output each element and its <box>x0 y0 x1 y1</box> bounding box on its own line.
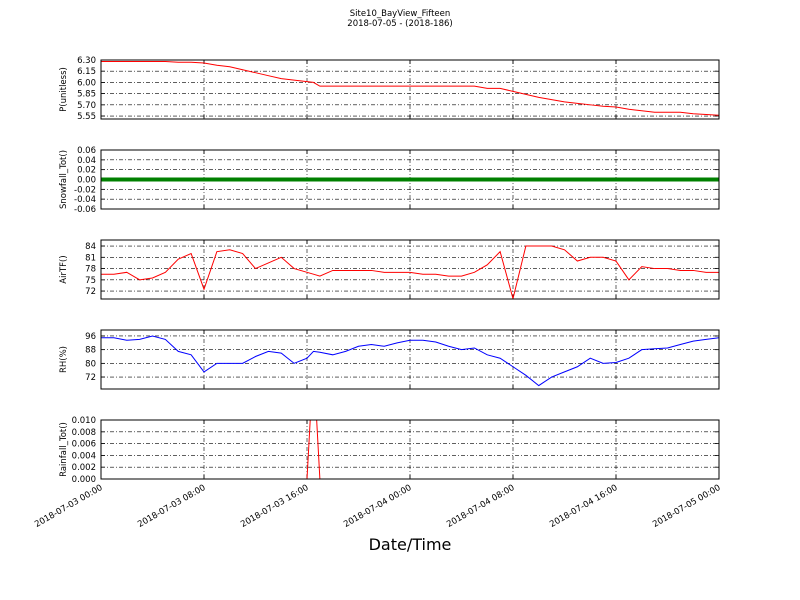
y-tick-label: 84 <box>85 242 96 252</box>
data-line <box>101 60 719 116</box>
y-tick-label: 78 <box>85 265 96 275</box>
y-tick-label: -0.06 <box>74 205 96 215</box>
x-tick-label: 2018-07-04 16:00 <box>548 483 619 530</box>
x-tick-label: 2018-07-04 08:00 <box>445 483 516 530</box>
y-tick-label: 75 <box>85 276 96 286</box>
y-axis-label: Rainfall_Tot() <box>59 422 69 477</box>
y-tick-label: 5.70 <box>77 101 96 111</box>
y-tick-label: 0.04 <box>77 156 96 166</box>
x-tick-label: 2018-07-03 08:00 <box>136 483 207 530</box>
y-tick-label: 6.15 <box>77 67 96 77</box>
y-tick-label: 0.010 <box>72 416 96 426</box>
x-tick-label: 2018-07-03 00:00 <box>33 483 104 530</box>
x-tick-label: 2018-07-05 00:00 <box>651 483 722 530</box>
y-tick-label: -0.02 <box>74 185 96 195</box>
y-axis-label: RH(%) <box>59 346 69 373</box>
plot-frame <box>100 419 720 480</box>
y-tick-label: 6.30 <box>77 56 96 66</box>
y-axis-label: Snowfall_Tot() <box>59 150 69 209</box>
y-tick-label: 5.55 <box>77 112 96 122</box>
chart-subtitle: 2018-07-05 - (2018-186) <box>347 19 452 29</box>
x-tick-label: 2018-07-04 00:00 <box>342 483 413 530</box>
y-tick-label: 0.06 <box>77 146 96 156</box>
y-tick-label: 72 <box>85 373 96 383</box>
y-tick-label: 0.008 <box>72 428 96 438</box>
x-tick-label: 2018-07-03 16:00 <box>239 483 310 530</box>
y-tick-label: 6.00 <box>77 78 96 88</box>
y-tick-label: 0.002 <box>72 463 96 473</box>
y-tick-label: 88 <box>85 346 96 356</box>
y-axis-label: P(unitless) <box>59 67 69 112</box>
y-tick-label: 0.00 <box>77 176 96 186</box>
y-tick-label: 0.006 <box>72 440 96 450</box>
y-axis-label: AirTF() <box>59 255 69 283</box>
y-tick-label: 0.000 <box>72 475 96 485</box>
data-line <box>101 335 719 387</box>
y-tick-label: 0.004 <box>72 451 96 461</box>
chart-title: Site10_BayView_Fifteen <box>350 9 451 19</box>
data-line <box>101 245 719 299</box>
y-tick-label: 80 <box>85 359 96 369</box>
plot-frame <box>100 149 720 210</box>
y-tick-label: 96 <box>85 332 96 342</box>
y-tick-label: 72 <box>85 287 96 297</box>
plot-frame <box>100 59 720 120</box>
y-tick-label: 5.85 <box>77 90 96 100</box>
y-tick-label: -0.04 <box>74 195 96 205</box>
y-tick-label: 0.02 <box>77 166 96 176</box>
plot-frame <box>100 239 720 300</box>
x-axis-label: Date/Time <box>369 535 452 554</box>
y-tick-label: 81 <box>85 253 96 263</box>
plot-frame <box>100 329 720 390</box>
